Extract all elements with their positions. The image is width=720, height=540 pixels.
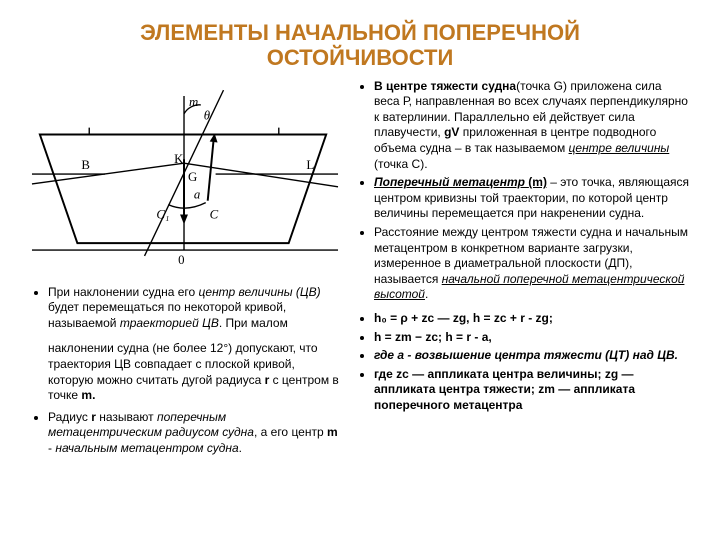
txt: m (327, 425, 338, 439)
txt: (точка С). (374, 157, 428, 171)
txt: , а его центр (254, 425, 327, 439)
title-line1: ЭЛЕМЕНТЫ НАЧАЛЬНОЙ ПОПЕРЕЧНОЙ (140, 20, 580, 45)
txt: gV (444, 125, 459, 139)
left-para-3: Радиус r называют поперечным метацентрич… (48, 410, 340, 457)
right-para-2: Поперечный метацентр (m) – это точка, яв… (374, 175, 690, 222)
right-formula-2: h = zm − zc; h = r - a, (374, 330, 690, 346)
title-line2: ОСТОЙЧИВОСТИ (267, 45, 454, 70)
left-para-1: При наклонении судна его центр величины … (48, 285, 340, 332)
txt: zс — аппликата центра величины; (396, 367, 605, 381)
stability-figure: m θ B L K G C₁ C a 0 (30, 79, 340, 274)
svg-text:B: B (81, 158, 90, 172)
txt: . При малом (219, 316, 288, 330)
columns: m θ B L K G C₁ C a 0 При наклонении судн… (30, 79, 690, 459)
svg-text:G: G (188, 170, 197, 184)
left-text: При наклонении судна его центр величины … (30, 285, 340, 332)
svg-text:C₁: C₁ (156, 207, 169, 221)
right-para-6: где а - возвышение центра тяжести (ЦТ) н… (374, 348, 690, 364)
txt: В центре тяжести судна (374, 79, 516, 93)
right-para-7: где zс — аппликата центра величины; zg —… (374, 367, 690, 414)
svg-text:K: K (174, 152, 184, 166)
txt: (m) (528, 175, 547, 189)
svg-text:0: 0 (178, 252, 184, 266)
column-left: m θ B L K G C₁ C a 0 При наклонении судн… (30, 79, 340, 459)
txt: При наклонении судна его (48, 285, 199, 299)
txt: где (374, 348, 397, 362)
slide: ЭЛЕМЕНТЫ НАЧАЛЬНОЙ ПОПЕРЕЧНОЙ ОСТОЙЧИВОС… (0, 0, 720, 540)
txt: центре величины (569, 141, 670, 155)
right-formula-1: h₀ = ρ + zc — zg, h = zc + r - zg; (374, 311, 690, 327)
svg-text:m: m (189, 95, 198, 109)
right-para-3: Расстояние между центром тяжести судна и… (374, 225, 690, 303)
svg-text:C: C (210, 207, 219, 221)
txt: Радиус (48, 410, 91, 424)
txt: а - возвышение центра тяжести (ЦТ) над Ц… (397, 348, 678, 362)
txt: Поперечный метацентр (374, 175, 528, 189)
svg-text:a: a (194, 187, 200, 201)
right-para-1: В центре тяжести судна(точка G) приложен… (374, 79, 690, 173)
page-title: ЭЛЕМЕНТЫ НАЧАЛЬНОЙ ПОПЕРЕЧНОЙ ОСТОЙЧИВОС… (30, 20, 690, 71)
svg-text:θ: θ (204, 108, 210, 122)
txt: называют (96, 410, 157, 424)
txt: где (374, 367, 396, 381)
txt: . (425, 287, 428, 301)
left-text-2: Радиус r называют поперечным метацентрич… (30, 410, 340, 457)
left-para-2: наклонении судна (не более 12°) допускаю… (48, 341, 340, 403)
column-right: В центре тяжести судна(точка G) приложен… (356, 79, 690, 459)
svg-text:L: L (306, 158, 314, 172)
txt: траекторией ЦВ (120, 316, 219, 330)
txt: начальным метацентром судна (55, 441, 238, 455)
txt: . (239, 441, 242, 455)
txt: центр величины (ЦВ) (199, 285, 321, 299)
right-text: В центре тяжести судна(точка G) приложен… (356, 79, 690, 414)
txt: m. (81, 388, 95, 402)
